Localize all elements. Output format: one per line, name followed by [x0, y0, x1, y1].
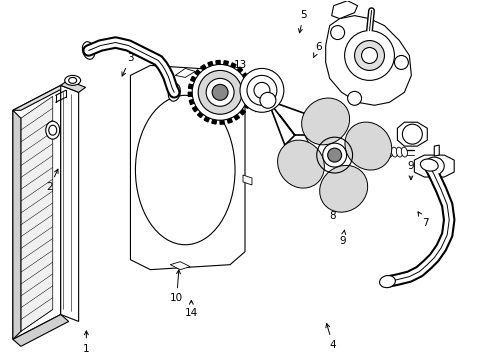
Ellipse shape [278, 140, 324, 188]
Polygon shape [13, 85, 61, 339]
Text: 1: 1 [83, 331, 90, 354]
Polygon shape [246, 80, 251, 85]
Text: 14: 14 [185, 300, 198, 318]
Polygon shape [13, 85, 69, 110]
Polygon shape [204, 117, 209, 122]
Ellipse shape [260, 92, 276, 108]
Ellipse shape [392, 147, 397, 157]
Ellipse shape [344, 31, 394, 80]
Ellipse shape [368, 142, 380, 158]
Polygon shape [171, 262, 190, 270]
Polygon shape [195, 70, 200, 75]
Polygon shape [242, 73, 248, 78]
Polygon shape [243, 175, 252, 185]
Polygon shape [244, 103, 249, 108]
Ellipse shape [65, 75, 81, 85]
Polygon shape [220, 120, 224, 124]
Ellipse shape [254, 82, 270, 98]
Ellipse shape [424, 157, 444, 175]
Ellipse shape [420, 159, 438, 171]
Polygon shape [240, 109, 245, 115]
Ellipse shape [82, 42, 95, 59]
Ellipse shape [323, 143, 346, 167]
Ellipse shape [347, 91, 362, 105]
Polygon shape [216, 60, 220, 65]
Ellipse shape [198, 71, 242, 114]
Ellipse shape [380, 275, 395, 288]
Polygon shape [332, 1, 358, 19]
Polygon shape [193, 106, 198, 112]
Text: 13: 13 [234, 60, 248, 80]
Ellipse shape [387, 147, 392, 157]
Text: 9: 9 [339, 230, 346, 246]
Polygon shape [224, 61, 228, 66]
Ellipse shape [206, 78, 234, 106]
Ellipse shape [319, 165, 368, 212]
Ellipse shape [355, 41, 385, 71]
Polygon shape [201, 65, 206, 70]
Text: 8: 8 [330, 204, 340, 221]
Text: 2: 2 [47, 169, 58, 192]
Polygon shape [188, 92, 193, 96]
Polygon shape [13, 315, 69, 346]
Text: 3: 3 [122, 53, 134, 76]
Ellipse shape [401, 147, 408, 157]
Ellipse shape [168, 84, 180, 101]
Ellipse shape [402, 124, 422, 144]
Ellipse shape [46, 121, 60, 139]
Ellipse shape [49, 125, 57, 135]
Polygon shape [175, 68, 195, 77]
Ellipse shape [394, 55, 408, 69]
Ellipse shape [69, 77, 76, 84]
Polygon shape [130, 66, 245, 270]
Polygon shape [231, 63, 236, 68]
Ellipse shape [247, 75, 277, 105]
Text: 12: 12 [253, 93, 266, 112]
Polygon shape [237, 67, 243, 73]
Ellipse shape [362, 48, 377, 63]
Text: 5: 5 [298, 10, 307, 33]
Polygon shape [326, 15, 412, 105]
Ellipse shape [192, 64, 248, 120]
Text: 7: 7 [418, 212, 429, 228]
Polygon shape [248, 88, 252, 92]
Ellipse shape [328, 148, 342, 162]
Ellipse shape [345, 122, 392, 170]
Polygon shape [234, 114, 240, 120]
Polygon shape [208, 62, 213, 67]
Polygon shape [13, 110, 21, 339]
Ellipse shape [135, 95, 235, 245]
Polygon shape [397, 122, 427, 146]
Polygon shape [21, 96, 53, 332]
Polygon shape [189, 84, 193, 89]
Polygon shape [212, 119, 217, 124]
Ellipse shape [302, 98, 350, 145]
Polygon shape [247, 96, 252, 100]
Polygon shape [197, 112, 203, 118]
Text: 9: 9 [408, 161, 414, 180]
Ellipse shape [212, 84, 228, 100]
Text: 4: 4 [326, 324, 336, 350]
Text: 10: 10 [170, 270, 183, 303]
Ellipse shape [331, 26, 344, 40]
Polygon shape [191, 76, 196, 82]
Ellipse shape [365, 138, 385, 162]
Polygon shape [61, 85, 78, 321]
Ellipse shape [240, 68, 284, 112]
Polygon shape [227, 118, 232, 123]
Polygon shape [189, 100, 195, 104]
Polygon shape [434, 145, 439, 156]
Text: 6: 6 [314, 42, 321, 58]
Text: 11: 11 [204, 93, 218, 112]
Polygon shape [61, 80, 86, 92]
Polygon shape [415, 155, 454, 177]
Ellipse shape [396, 147, 402, 157]
